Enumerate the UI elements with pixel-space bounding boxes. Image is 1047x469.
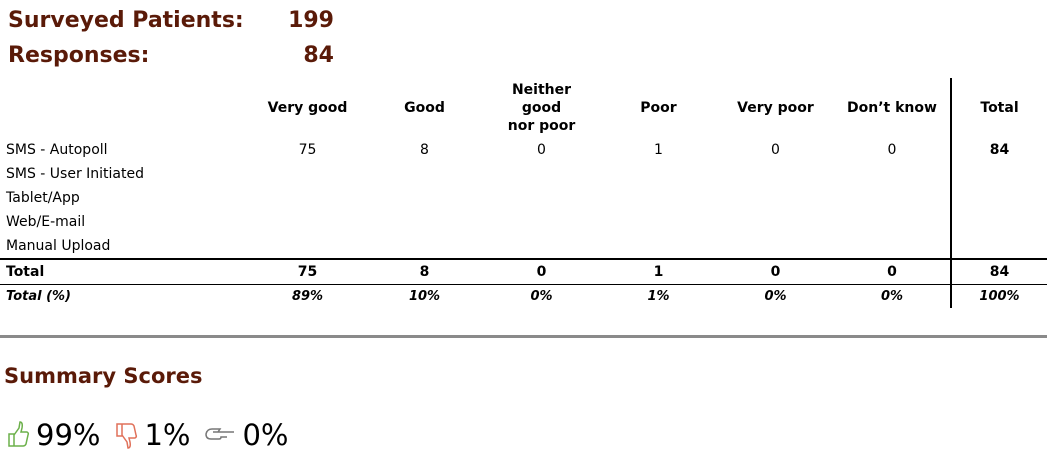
cell bbox=[950, 234, 1047, 259]
thumbs-up-icon bbox=[8, 421, 30, 447]
row-label: SMS - User Initiated bbox=[6, 166, 145, 182]
header-row: Very good Good Neither good nor poor Poor Ve… bbox=[0, 78, 1047, 138]
cell bbox=[717, 162, 834, 186]
cell bbox=[834, 162, 951, 186]
cell: 75 bbox=[249, 258, 366, 285]
cell: 0 bbox=[537, 142, 546, 158]
cell: 0% bbox=[834, 284, 951, 308]
cell bbox=[950, 186, 1047, 210]
column-header: Good bbox=[404, 100, 445, 116]
column-header: Total bbox=[950, 78, 1047, 138]
header-label: Responses: bbox=[8, 43, 150, 68]
cell bbox=[366, 162, 483, 186]
cell bbox=[834, 186, 951, 210]
cell bbox=[600, 234, 717, 259]
cell: 1 bbox=[600, 258, 717, 285]
data-row: Web/E-mail bbox=[0, 210, 1047, 234]
cell bbox=[366, 234, 483, 259]
scores: 99% 1% 0% bbox=[6, 418, 303, 452]
cell: 0 bbox=[887, 142, 897, 158]
cell bbox=[717, 210, 834, 234]
cell bbox=[600, 162, 717, 186]
total-pct-row: Total (%) 89% 10% 0% 1% 0% 0% 100% bbox=[0, 284, 1047, 308]
cell: 0% bbox=[483, 284, 600, 308]
cell: 10% bbox=[366, 284, 483, 308]
row-label: Total bbox=[0, 258, 249, 285]
row-label: Web/E-mail bbox=[6, 214, 86, 230]
cell: 100% bbox=[950, 284, 1047, 308]
cell: 89% bbox=[249, 284, 366, 308]
row-label: Tablet/App bbox=[6, 190, 80, 206]
cell bbox=[950, 162, 1047, 186]
cell bbox=[834, 234, 951, 259]
column-header: Don’t know bbox=[847, 100, 937, 116]
cell: 8 bbox=[366, 258, 483, 285]
cell: 1% bbox=[600, 284, 717, 308]
cell bbox=[600, 186, 717, 210]
cell: 8 bbox=[420, 142, 429, 158]
cell: 0% bbox=[717, 284, 834, 308]
data-row: SMS - User Initiated bbox=[0, 162, 1047, 186]
negative-score: 1% bbox=[144, 418, 191, 452]
cell bbox=[834, 210, 951, 234]
cell bbox=[950, 210, 1047, 234]
neutral-icon bbox=[205, 428, 235, 440]
data-row: Manual Upload bbox=[0, 234, 1047, 259]
cell bbox=[366, 210, 483, 234]
cell bbox=[483, 162, 600, 186]
cell bbox=[249, 186, 366, 210]
thumbs-down-icon bbox=[116, 423, 138, 449]
summary-title: Summary Scores bbox=[4, 364, 203, 388]
cell bbox=[483, 186, 600, 210]
responses-table: Very good Good Neither good nor poor Poor Ve… bbox=[0, 78, 1047, 308]
neutral-score: 0% bbox=[242, 418, 289, 452]
row-label: Total (%) bbox=[0, 284, 249, 308]
column-header: Poor bbox=[640, 100, 677, 116]
cell: 0 bbox=[834, 258, 951, 285]
cell: 84 bbox=[950, 258, 1047, 285]
cell bbox=[483, 234, 600, 259]
header-label: Surveyed Patients: bbox=[8, 8, 244, 33]
data-row: Tablet/App bbox=[0, 186, 1047, 210]
row-label: SMS - Autopoll bbox=[6, 142, 108, 158]
cell bbox=[600, 210, 717, 234]
header-value: 199 bbox=[288, 8, 334, 33]
cell: 84 bbox=[950, 138, 1047, 162]
header-value: 84 bbox=[303, 43, 334, 68]
cell: 1 bbox=[654, 142, 663, 158]
cell: 0 bbox=[771, 142, 780, 158]
column-header: Very good bbox=[267, 100, 348, 116]
cell bbox=[249, 210, 366, 234]
cell bbox=[483, 210, 600, 234]
cell bbox=[249, 234, 366, 259]
data-row: SMS - Autopoll 75 8 0 1 0 0 84 bbox=[0, 138, 1047, 162]
positive-score: 99% bbox=[36, 418, 101, 452]
column-header: Neither good nor poor bbox=[507, 82, 576, 134]
cell bbox=[717, 234, 834, 259]
separator bbox=[0, 335, 1047, 338]
corner bbox=[0, 78, 249, 138]
column-header: Very poor bbox=[737, 100, 814, 116]
cell bbox=[366, 186, 483, 210]
cell: 75 bbox=[298, 142, 317, 158]
cell: 0 bbox=[483, 258, 600, 285]
cell bbox=[717, 186, 834, 210]
cell: 0 bbox=[717, 258, 834, 285]
cell bbox=[249, 162, 366, 186]
row-label: Manual Upload bbox=[6, 238, 111, 254]
total-row: Total 75 8 0 1 0 0 84 bbox=[0, 258, 1047, 285]
